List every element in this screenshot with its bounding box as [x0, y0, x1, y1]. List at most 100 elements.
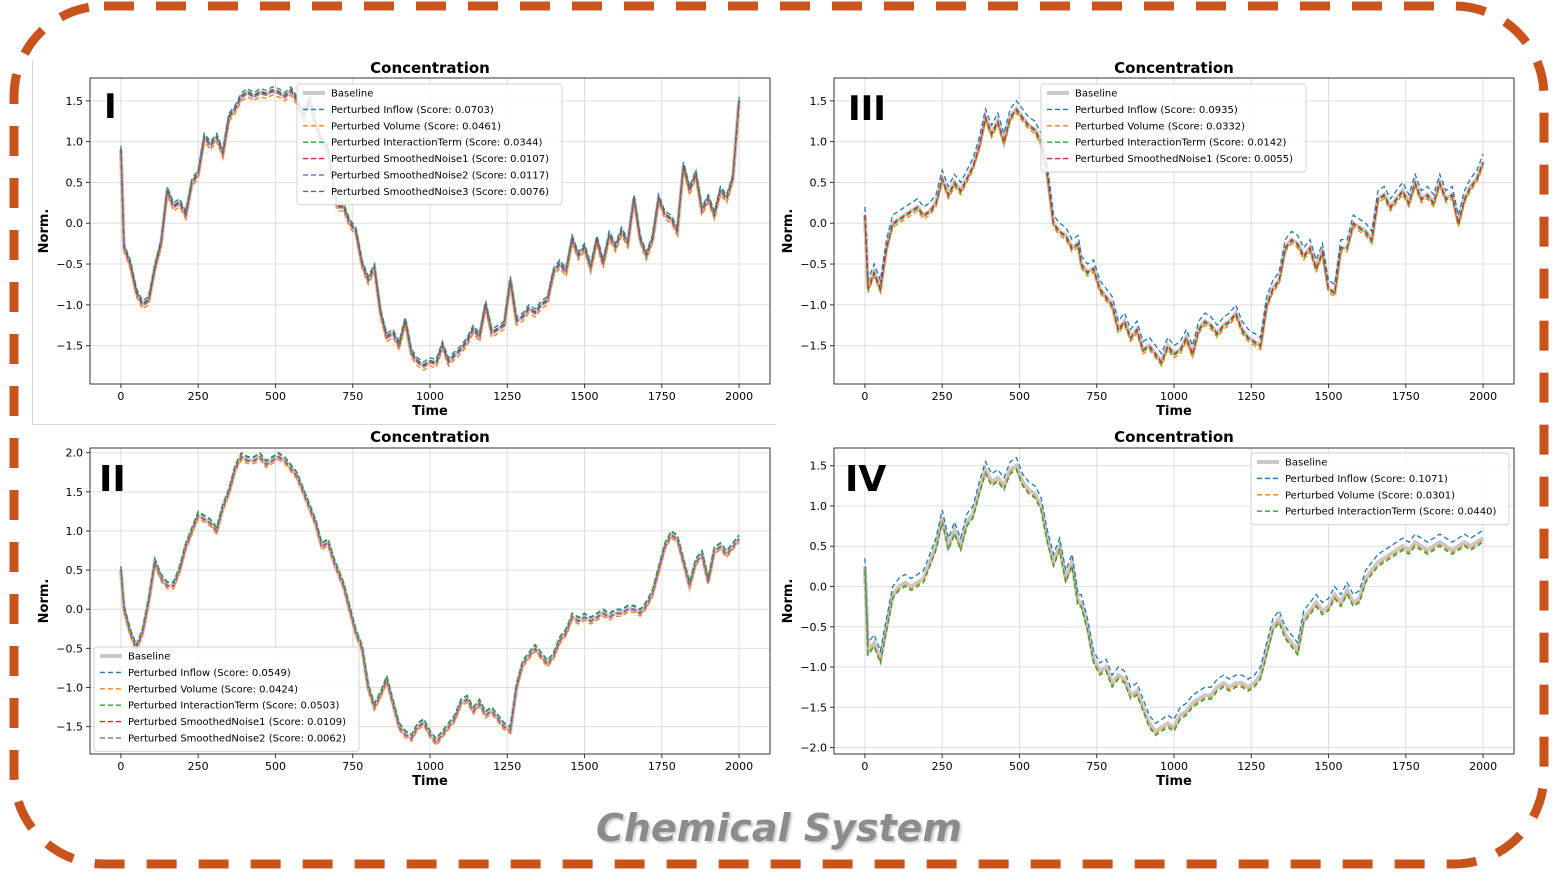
y-axis-label: Norm.	[781, 579, 796, 624]
x-tick-label: 1500	[1315, 760, 1343, 773]
legend-entry: Baseline	[1075, 89, 1117, 100]
x-tick-label: 2000	[725, 390, 753, 403]
x-tick-label: 250	[932, 390, 953, 403]
x-tick-label: 0	[117, 390, 124, 403]
legend-entry: Perturbed Inflow (Score: 0.0703)	[331, 105, 494, 116]
x-tick-label: 1000	[416, 760, 444, 773]
x-tick-label: 1000	[416, 390, 444, 403]
series-line-perturbed	[864, 109, 1484, 365]
x-tick-label: 250	[188, 390, 209, 403]
y-tick-label: 2.0	[66, 447, 84, 460]
x-tick-label: 1250	[493, 390, 521, 403]
legend-entry: Perturbed Volume (Score: 0.0332)	[1075, 121, 1245, 132]
x-tick-label: 1500	[1315, 390, 1343, 403]
panel-label: II	[99, 459, 126, 500]
x-tick-label: 500	[1009, 760, 1030, 773]
x-tick-label: 1500	[571, 390, 599, 403]
x-tick-label: 500	[1009, 390, 1030, 403]
series-line-perturbed	[864, 99, 1484, 356]
x-tick-label: 1750	[648, 390, 676, 403]
legend-entry: Perturbed InteractionTerm (Score: 0.0503…	[128, 701, 339, 712]
x-tick-label: 250	[188, 760, 209, 773]
legend-box	[1250, 452, 1510, 526]
legend-entry: Perturbed SmoothedNoise1 (Score: 0.0107)	[331, 154, 549, 165]
x-axis-label: Time	[1156, 774, 1192, 789]
x-tick-label: 0	[117, 760, 124, 773]
series-line-perturbed	[120, 88, 740, 366]
panel-label: IV	[845, 459, 886, 500]
series-line-baseline	[862, 462, 1485, 735]
x-tick-label: 750	[342, 390, 363, 403]
legend-entry: Baseline	[128, 652, 170, 663]
y-tick-label: 0.0	[66, 217, 84, 230]
chart-title: Concentration	[1114, 59, 1234, 77]
x-axis-label: Time	[412, 774, 448, 789]
legend-entry: Perturbed Inflow (Score: 0.0549)	[128, 668, 291, 679]
chart-title: Concentration	[370, 59, 490, 77]
series-line-perturbed	[864, 112, 1484, 368]
x-tick-label: 2000	[725, 760, 753, 773]
x-tick-label: 1250	[1237, 390, 1265, 403]
legend-entry: Perturbed SmoothedNoise3 (Score: 0.0076)	[331, 187, 549, 198]
y-tick-label: 1.5	[66, 95, 84, 108]
y-tick-label: 1.0	[66, 525, 84, 538]
y-tick-label: −1.0	[56, 299, 83, 312]
legend-entry: Perturbed Inflow (Score: 0.1071)	[1285, 474, 1448, 485]
legend-entry: Baseline	[331, 89, 373, 100]
x-tick-label: 1750	[648, 760, 676, 773]
x-tick-label: 750	[1086, 760, 1107, 773]
series-line-perturbed	[120, 90, 740, 368]
y-tick-label: 0.5	[810, 540, 828, 553]
legend-box	[1040, 83, 1307, 173]
y-tick-label: 0.5	[810, 176, 828, 189]
y-tick-label: −0.5	[56, 642, 83, 655]
y-tick-label: −1.0	[56, 681, 83, 694]
y-axis-label: Norm.	[37, 209, 52, 254]
x-tick-label: 750	[342, 760, 363, 773]
y-tick-label: 1.0	[810, 500, 828, 513]
legend-box	[296, 83, 563, 206]
chart-title: Concentration	[1114, 428, 1234, 446]
legend-entry: Perturbed Volume (Score: 0.0301)	[1285, 490, 1455, 501]
legend-entry: Perturbed InteractionTerm (Score: 0.0344…	[331, 138, 542, 149]
y-tick-label: −1.0	[800, 661, 827, 674]
x-tick-label: 0	[861, 760, 868, 773]
y-tick-label: 0.0	[810, 581, 828, 594]
x-tick-label: 1250	[1237, 760, 1265, 773]
y-tick-label: −0.5	[56, 258, 83, 271]
x-tick-label: 2000	[1469, 390, 1497, 403]
x-tick-label: 0	[861, 390, 868, 403]
y-tick-label: 0.5	[66, 564, 84, 577]
x-tick-label: 250	[932, 760, 953, 773]
y-tick-label: 1.5	[810, 460, 828, 473]
legend-entry: Perturbed InteractionTerm (Score: 0.0440…	[1285, 507, 1496, 518]
series-line-perturbed	[120, 85, 740, 363]
legend-entry: Perturbed Volume (Score: 0.0461)	[331, 121, 501, 132]
y-axis-label: Norm.	[37, 579, 52, 624]
chart-title: Concentration	[370, 428, 490, 446]
x-tick-label: 500	[265, 390, 286, 403]
y-tick-label: −1.0	[800, 299, 827, 312]
x-tick-label: 1000	[1160, 390, 1188, 403]
y-tick-label: 0.0	[66, 603, 84, 616]
x-tick-label: 2000	[1469, 760, 1497, 773]
y-tick-label: −1.5	[800, 340, 827, 353]
y-tick-label: 0.0	[810, 217, 828, 230]
legend-entry: Perturbed Inflow (Score: 0.0935)	[1075, 105, 1238, 116]
y-tick-label: −1.5	[56, 721, 83, 734]
x-tick-label: 500	[265, 760, 286, 773]
series-line-perturbed	[864, 456, 1484, 725]
legend-entry: Perturbed SmoothedNoise1 (Score: 0.0109)	[128, 717, 346, 728]
y-tick-label: −1.5	[800, 701, 827, 714]
series-line-perturbed	[120, 458, 740, 747]
x-tick-label: 1000	[1160, 760, 1188, 773]
x-tick-label: 1250	[493, 760, 521, 773]
x-tick-label: 750	[1086, 390, 1107, 403]
series-line-perturbed	[120, 456, 740, 745]
legend-entry: Perturbed SmoothedNoise2 (Score: 0.0117)	[331, 171, 549, 182]
